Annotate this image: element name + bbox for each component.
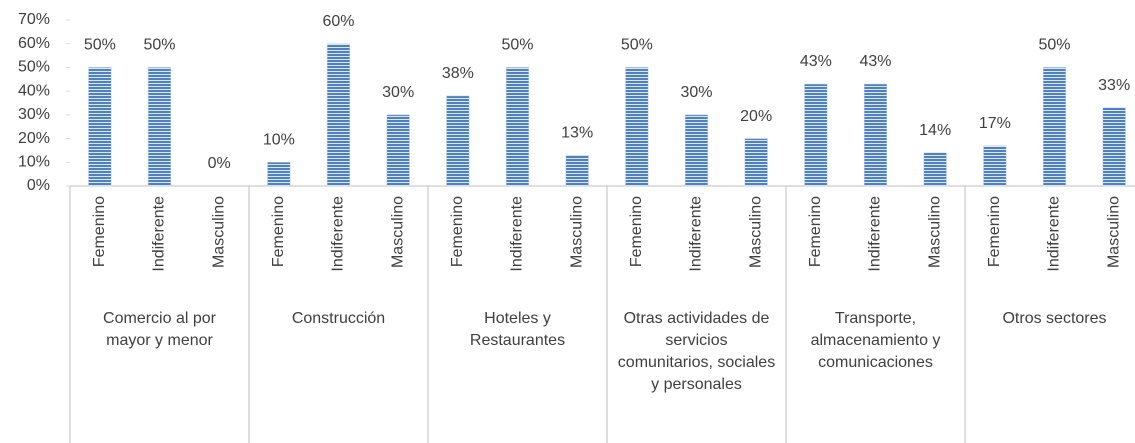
value-label: 13% [561,124,593,141]
value-label: 50% [84,37,116,54]
x-tick-label: Indiferente [1046,196,1063,272]
x-tick-label: Indiferente [688,196,705,272]
group-label: Otros sectores [1002,310,1107,327]
value-label: 50% [1038,37,1070,54]
x-tick-label: Masculino [389,196,406,268]
value-label: 43% [859,53,891,70]
value-label: 50% [143,37,175,54]
value-label: 30% [680,84,712,101]
value-label: 17% [979,115,1011,132]
x-tick-label: Indiferente [867,196,884,272]
x-tick-label: Femenino [628,196,645,267]
group-label: Construcción [291,310,386,327]
value-label: 20% [740,108,772,125]
y-tick-label: 70% [18,11,50,28]
x-tick-label: Femenino [91,196,108,267]
bar [684,114,709,187]
value-label: 33% [1098,77,1130,94]
bar [505,67,530,187]
bar [983,145,1007,187]
value-label: 50% [621,37,653,54]
x-tick-label: Femenino [270,196,287,267]
bar [88,67,112,187]
y-tick-label: 0% [27,177,50,194]
value-label: 14% [919,122,951,139]
value-label: 30% [382,84,414,101]
y-tick-label: 30% [18,106,50,123]
bar [446,95,470,187]
bar [744,138,768,187]
bar [1042,67,1067,187]
bar [863,83,888,187]
group-label: Otras actividades de servicios comunitar… [617,310,776,393]
value-label: 10% [263,132,295,149]
x-tick-label: Indiferente [330,196,347,272]
bar [386,114,410,187]
y-tick-label: 20% [18,130,50,147]
value-label: 43% [800,53,832,70]
bar [1102,107,1126,187]
y-tick-label: 40% [18,82,50,99]
x-tick-label: Masculino [1105,196,1122,268]
y-tick-label: 50% [18,59,50,76]
x-tick-label: Masculino [568,196,585,268]
bar [326,43,351,187]
x-tick-label: Masculino [747,196,764,268]
bar [804,83,828,187]
value-label: 60% [322,13,354,30]
x-tick-label: Femenino [807,196,824,267]
bar [267,162,291,187]
bar [147,67,172,187]
x-tick-label: Masculino [926,196,943,268]
group-label: Transporte, almacenamiento y comunicacio… [810,310,941,371]
value-label: 38% [442,65,474,82]
value-label: 50% [501,37,533,54]
bar [923,152,947,187]
x-tick-label: Indiferente [509,196,526,272]
y-tick-label: 60% [18,35,50,52]
bar [625,67,649,187]
x-tick-label: Masculino [210,196,227,268]
y-tick-label: 10% [18,154,50,171]
group-label: Comercio al por mayor y menor [103,310,216,349]
x-tick-label: Femenino [449,196,466,267]
bar [565,154,589,187]
x-tick-label: Femenino [986,196,1003,267]
group-label: Hoteles y Restaurantes [469,310,566,349]
x-tick-label: Indiferente [151,196,168,272]
value-label: 0% [208,155,231,172]
